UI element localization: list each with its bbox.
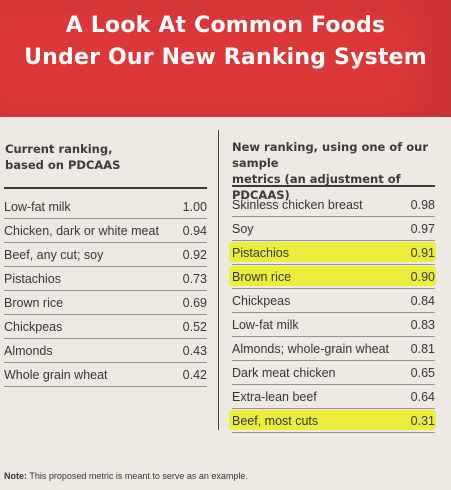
table-row: Chicken, dark or white meat 0.94	[4, 219, 207, 243]
table-row: Brown rice 0.90	[232, 265, 435, 289]
row-divider	[4, 290, 207, 291]
food-score: 0.94	[182, 224, 207, 238]
new-ranking-heading-line-1: New ranking, using one of our sample	[232, 140, 429, 170]
row-divider	[4, 386, 207, 387]
current-ranking-heading-line-2: based on PDCAAS	[5, 158, 121, 172]
column-divider	[218, 130, 219, 430]
table-row: Low-fat milk 0.83	[232, 313, 435, 337]
row-divider	[232, 408, 435, 409]
food-score: 0.43	[182, 344, 207, 358]
title-line-1: A Look At Common Foods	[65, 13, 386, 38]
food-name: Brown rice	[232, 270, 292, 284]
row-divider	[4, 218, 207, 219]
table-row: Almonds; whole-grain wheat 0.81	[232, 337, 435, 361]
food-name: Almonds; whole-grain wheat	[232, 342, 390, 356]
food-name: Low-fat milk	[4, 200, 71, 214]
food-score: 0.81	[410, 342, 435, 356]
food-score: 0.31	[410, 414, 435, 428]
table-row: Dark meat chicken 0.65	[232, 361, 435, 385]
table-row: Pistachios 0.91	[232, 241, 435, 265]
food-score: 1.00	[182, 200, 207, 214]
food-name: Chickpeas	[232, 294, 291, 308]
food-score: 0.69	[182, 296, 207, 310]
title-line-2: Under Our New Ranking System	[24, 45, 427, 70]
table-row: Soy 0.97	[232, 217, 435, 241]
new-ranking-heading-line-2: metrics (an adjustment of PDCAAS)	[232, 172, 401, 202]
table-row: Low-fat milk 1.00	[4, 195, 207, 219]
row-divider	[4, 242, 207, 243]
row-highlight	[229, 266, 436, 286]
food-name: Chicken, dark or white meat	[4, 224, 159, 238]
food-score: 0.52	[182, 320, 207, 334]
new-ranking-heading: New ranking, using one of our sample met…	[232, 139, 447, 203]
food-score: 0.90	[410, 270, 435, 284]
row-divider	[232, 264, 435, 265]
footnote-label: Note:	[4, 471, 27, 481]
food-name: Soy	[232, 222, 254, 236]
row-divider	[4, 338, 207, 339]
row-divider	[4, 314, 207, 315]
food-name: Brown rice	[4, 296, 64, 310]
food-score: 0.84	[410, 294, 435, 308]
row-divider	[232, 216, 435, 217]
footnote: Note: This proposed metric is meant to s…	[4, 471, 248, 481]
food-name: Almonds	[4, 344, 53, 358]
table-top-rule	[4, 187, 207, 189]
food-name: Beef, any cut; soy	[4, 248, 104, 262]
food-name: Whole grain wheat	[4, 368, 108, 382]
table-row: Almonds 0.43	[4, 339, 207, 363]
food-name: Beef, most cuts	[232, 414, 319, 428]
food-name: Chickpeas	[4, 320, 63, 334]
row-highlight	[229, 242, 436, 262]
row-divider	[232, 336, 435, 337]
food-score: 0.97	[410, 222, 435, 236]
food-name: Pistachios	[4, 272, 61, 286]
food-name: Pistachios	[232, 246, 289, 260]
table-top-rule	[232, 185, 435, 187]
food-score: 0.98	[410, 198, 435, 212]
food-score: 0.42	[182, 368, 207, 382]
row-divider	[232, 360, 435, 361]
food-name: Low-fat milk	[232, 318, 299, 332]
row-divider	[232, 432, 435, 433]
row-divider	[4, 266, 207, 267]
food-name: Dark meat chicken	[232, 366, 336, 380]
table-row: Extra-lean beef 0.64	[232, 385, 435, 409]
row-highlight	[229, 410, 436, 430]
table-row: Chickpeas 0.84	[232, 289, 435, 313]
current-ranking-heading: Current ranking, based on PDCAAS	[5, 141, 205, 173]
table-row: Beef, any cut; soy 0.92	[4, 243, 207, 267]
food-name: Extra-lean beef	[232, 390, 317, 404]
row-divider	[232, 384, 435, 385]
title-banner: A Look At Common Foods Under Our New Ran…	[0, 0, 451, 117]
food-score: 0.92	[182, 248, 207, 262]
food-score: 0.83	[410, 318, 435, 332]
row-divider	[232, 288, 435, 289]
food-score: 0.64	[410, 390, 435, 404]
table-row: Brown rice 0.69	[4, 291, 207, 315]
food-score: 0.73	[182, 272, 207, 286]
table-row: Beef, most cuts 0.31	[232, 409, 435, 433]
current-ranking-heading-line-1: Current ranking,	[5, 142, 113, 156]
table-row: Pistachios 0.73	[4, 267, 207, 291]
food-name: Skinless chicken breast	[232, 198, 363, 212]
row-divider	[232, 240, 435, 241]
row-divider	[4, 362, 207, 363]
row-divider	[232, 312, 435, 313]
footnote-text: This proposed metric is meant to serve a…	[27, 471, 248, 481]
table-row: Whole grain wheat 0.42	[4, 363, 207, 387]
table-row: Chickpeas 0.52	[4, 315, 207, 339]
food-score: 0.65	[410, 366, 435, 380]
table-row: Skinless chicken breast 0.98	[232, 193, 435, 217]
food-score: 0.91	[410, 246, 435, 260]
